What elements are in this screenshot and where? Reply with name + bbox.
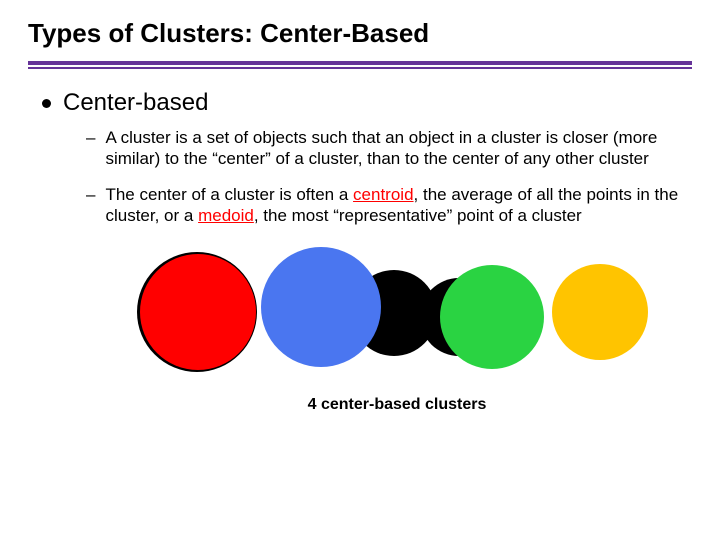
title-rule-thick: [28, 61, 692, 65]
sub2-post: , the most “representative” point of a c…: [254, 206, 582, 225]
diagram-caption: 4 center-based clusters: [42, 396, 692, 414]
term-centroid: centroid: [353, 185, 413, 204]
cluster-circle: [140, 254, 256, 370]
bullet-dot-icon: [42, 99, 51, 108]
dash-icon: –: [86, 184, 95, 205]
cluster-circle: [440, 265, 544, 369]
main-bullet: Center-based: [42, 89, 692, 117]
dash-icon: –: [86, 127, 95, 148]
sub2-pre: The center of a cluster is often a: [105, 185, 353, 204]
clusters-diagram: [112, 240, 672, 390]
term-medoid: medoid: [198, 206, 254, 225]
sub-bullet-1-text: A cluster is a set of objects such that …: [105, 127, 682, 170]
sub-bullet-2-text: The center of a cluster is often a centr…: [105, 184, 682, 227]
cluster-circle: [261, 247, 381, 367]
main-bullet-text: Center-based: [63, 89, 208, 117]
sub-bullet-list: – A cluster is a set of objects such tha…: [42, 127, 692, 226]
cluster-circle: [552, 264, 648, 360]
sub-bullet-2: – The center of a cluster is often a cen…: [86, 184, 682, 227]
slide-body: Center-based – A cluster is a set of obj…: [28, 69, 692, 414]
slide-title: Types of Clusters: Center-Based: [28, 18, 692, 49]
sub-bullet-1: – A cluster is a set of objects such tha…: [86, 127, 682, 170]
